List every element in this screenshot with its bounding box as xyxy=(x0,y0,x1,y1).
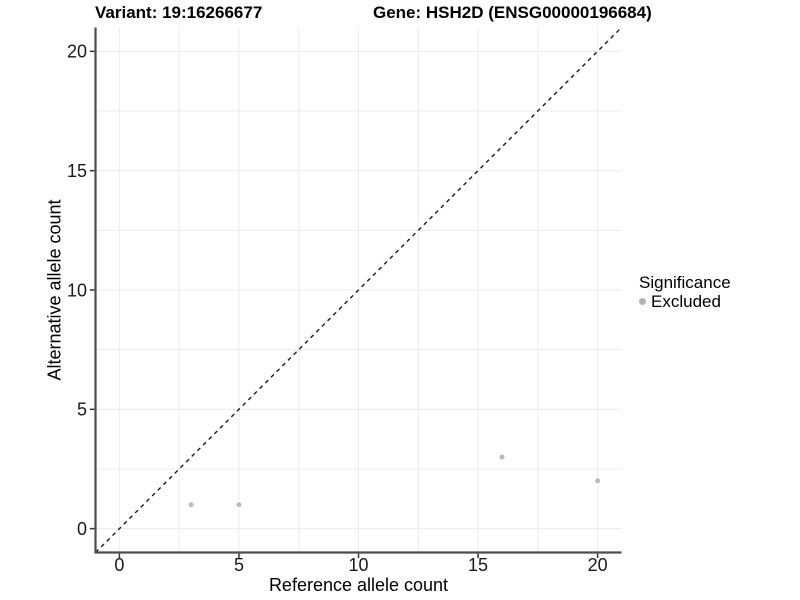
excluded-point-icon xyxy=(639,298,646,305)
data-point xyxy=(188,502,194,508)
legend-item-label: Excluded xyxy=(651,292,721,311)
y-axis-title: Alternative allele count xyxy=(44,199,65,381)
legend-item-excluded: Excluded xyxy=(639,292,731,311)
y-tick-label: 10 xyxy=(67,280,87,300)
data-point xyxy=(595,478,601,484)
x-axis-title: Reference allele count xyxy=(268,575,449,595)
legend: Significance Excluded xyxy=(639,273,731,311)
y-tick-label: 0 xyxy=(77,519,87,539)
data-point xyxy=(499,454,505,460)
x-tick-label: 15 xyxy=(468,555,488,575)
y-tick-label: 20 xyxy=(67,42,87,62)
plot-title-variant: Variant: 19:16266677 xyxy=(95,3,263,22)
legend-title: Significance xyxy=(639,273,731,292)
y-tick-label: 15 xyxy=(67,161,87,181)
x-tick-label: 0 xyxy=(114,555,124,575)
data-point xyxy=(236,502,242,508)
y-tick-label: 5 xyxy=(77,400,87,420)
x-tick-label: 20 xyxy=(588,555,608,575)
plot-title-gene: Gene: HSH2D (ENSG00000196684) xyxy=(373,3,652,22)
x-tick-label: 10 xyxy=(348,555,368,575)
identity-line xyxy=(95,27,622,553)
x-tick-label: 5 xyxy=(234,555,244,575)
